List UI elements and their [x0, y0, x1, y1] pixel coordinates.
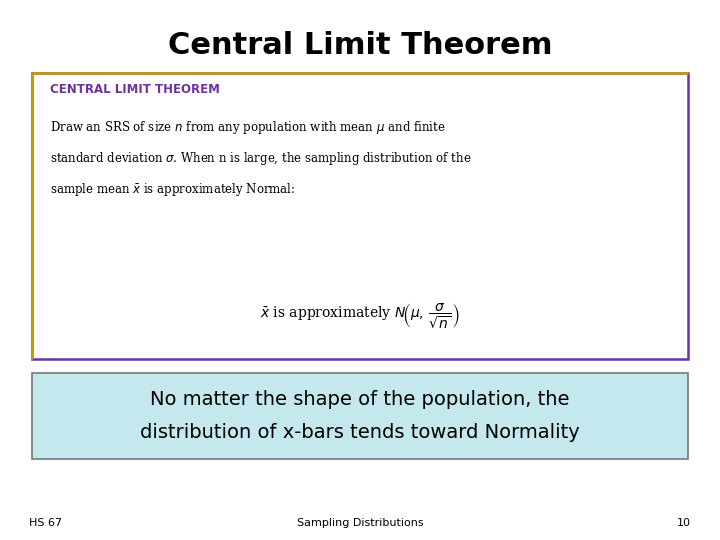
Text: standard deviation $\sigma$. When n is large, the sampling distribution of the: standard deviation $\sigma$. When n is l… [50, 150, 472, 167]
Text: distribution of x-bars tends toward Normality: distribution of x-bars tends toward Norm… [140, 422, 580, 442]
Text: sample mean $\bar{x}$ is approximately Normal:: sample mean $\bar{x}$ is approximately N… [50, 181, 296, 198]
Text: HS 67: HS 67 [29, 518, 62, 528]
FancyBboxPatch shape [32, 373, 688, 459]
Text: Central Limit Theorem: Central Limit Theorem [168, 31, 552, 60]
Text: No matter the shape of the population, the: No matter the shape of the population, t… [150, 390, 570, 409]
Text: CENTRAL LIMIT THEOREM: CENTRAL LIMIT THEOREM [50, 83, 220, 96]
Text: Sampling Distributions: Sampling Distributions [297, 518, 423, 528]
Text: Draw an SRS of size $n$ from any population with mean $\mu$ and finite: Draw an SRS of size $n$ from any populat… [50, 119, 446, 136]
Text: $\bar{x}$ is approximately $N\!\left(\mu,\, \dfrac{\sigma}{\sqrt{n}}\right)$: $\bar{x}$ is approximately $N\!\left(\mu… [260, 301, 460, 330]
Text: 10: 10 [678, 518, 691, 528]
FancyBboxPatch shape [32, 73, 688, 359]
